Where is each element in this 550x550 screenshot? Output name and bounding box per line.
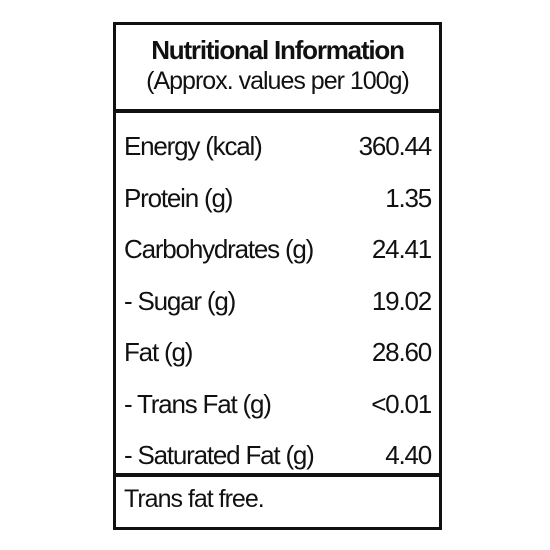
nutrient-row: Energy (kcal) 360.44 (116, 121, 439, 173)
nutrient-name: - Trans Fat (g) (124, 388, 272, 419)
nutrient-row: Carbohydrates (g) 24.41 (116, 224, 439, 276)
nutrient-value: 1.35 (385, 182, 432, 213)
header: Nutritional Information (Approx. values … (116, 25, 439, 113)
nutrient-row: - Sugar (g) 19.02 (116, 276, 439, 328)
nutrient-value: 24.41 (371, 234, 432, 264)
nutrient-row: - Trans Fat (g) <0.01 (116, 379, 439, 431)
nutrient-row: Protein (g) 1.35 (116, 173, 439, 225)
nutrition-label: Nutritional Information (Approx. values … (113, 22, 442, 530)
nutrient-value: <0.01 (371, 388, 432, 419)
nutrient-row: Fat (g) 28.60 (116, 327, 439, 379)
nutrient-name: Carbohydrates (g) (124, 234, 314, 264)
nutrient-name: Protein (g) (124, 182, 233, 213)
nutrient-row: - Saturated Fat (g) 4.40 (116, 430, 439, 482)
nutrient-value: 28.60 (371, 337, 432, 367)
nutrient-name: - Saturated Fat (g) (124, 440, 315, 470)
nutrient-table: Energy (kcal) 360.44 Protein (g) 1.35 Carboh… (116, 113, 439, 477)
subtitle: (Approx. values per 100g) (146, 67, 410, 95)
nutrient-value: 19.02 (371, 285, 432, 316)
title: Nutritional Information (151, 35, 405, 65)
nutrient-value: 360.44 (358, 131, 433, 161)
nutrient-value: 4.40 (385, 440, 432, 470)
nutrient-name: Energy (kcal) (124, 131, 263, 161)
nutrient-name: - Sugar (g) (124, 285, 236, 316)
nutrient-name: Fat (g) (124, 337, 193, 367)
footer: Trans fat free. (124, 485, 265, 513)
